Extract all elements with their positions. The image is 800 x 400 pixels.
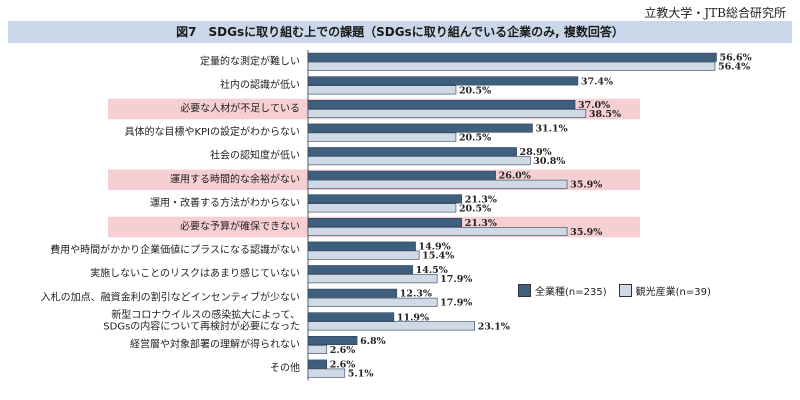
- data-label-series2: 23.1%: [478, 321, 510, 332]
- bar-series2: [307, 321, 476, 331]
- category-label: 社内の認識が低い: [220, 78, 300, 91]
- bar-series1: [307, 312, 395, 322]
- data-label-series2: 2.6%: [330, 345, 356, 356]
- bar-series1: [307, 359, 328, 369]
- legend-label-series2: 観光産業(n=39): [635, 287, 711, 298]
- data-label-series1: 21.3%: [465, 194, 497, 205]
- bar-series1: [307, 241, 416, 251]
- bar-series2: [307, 179, 568, 189]
- data-label-series2: 35.9%: [570, 180, 602, 191]
- bar-series1: [307, 288, 398, 298]
- legend-item-series1: 全業種(n=235): [518, 283, 607, 298]
- bar-series1: [307, 170, 496, 180]
- bar-series1: [307, 100, 576, 110]
- legend: 全業種(n=235) 観光産業(n=39): [518, 283, 711, 298]
- bar-series2: [307, 297, 438, 307]
- source-credit: 立教大学・JTB総合研究所: [644, 6, 786, 20]
- category-label: SDGsの内容について再検討が必要になった: [103, 320, 300, 333]
- data-label-series2: 35.9%: [570, 227, 602, 238]
- bar-series2: [307, 61, 716, 71]
- bar-series2: [307, 203, 457, 213]
- data-label-series2: 38.5%: [589, 109, 621, 120]
- bar-series1: [307, 76, 579, 86]
- bar-series1: [307, 218, 463, 228]
- data-label-series1: 31.1%: [535, 124, 567, 135]
- bar-series2: [307, 344, 328, 354]
- title-bar: 図7 SDGsに取り組む上での課題（SDGsに取り組んでいる企業のみ, 複数回答…: [8, 21, 792, 43]
- data-label-series1: 6.8%: [360, 336, 386, 347]
- bar-series1: [307, 265, 413, 275]
- bar-series1: [307, 52, 717, 62]
- category-label: 新型コロナウイルスの感染拡大によって、: [111, 308, 300, 321]
- bar-series2: [307, 132, 457, 142]
- data-label-series1: 21.3%: [465, 218, 497, 229]
- data-label-series1: 56.6%: [719, 53, 751, 64]
- bar-series2: [307, 368, 346, 378]
- data-label-series2: 20.5%: [459, 85, 491, 96]
- data-label-series2: 17.9%: [440, 274, 472, 285]
- data-label-series2: 56.4%: [718, 62, 750, 73]
- data-label-series2: 5.1%: [348, 369, 374, 380]
- data-label-series1: 12.3%: [400, 289, 432, 300]
- category-label: その他: [270, 361, 300, 374]
- category-label: 必要な人材が不足している: [180, 102, 300, 115]
- bar-series2: [307, 156, 531, 166]
- category-label: 運用する時間的な余裕がない: [170, 172, 300, 185]
- data-label-series1: 26.0%: [499, 171, 531, 182]
- category-label: 運用・改善する方法がわからない: [150, 196, 300, 209]
- data-label-series2: 20.5%: [459, 133, 491, 144]
- category-label: 費用や時間がかかり企業価値にプラスになる認識がない: [50, 243, 300, 256]
- data-label-series2: 15.4%: [422, 251, 454, 262]
- data-label-series2: 20.5%: [459, 203, 491, 214]
- data-label-series2: 30.8%: [533, 156, 565, 167]
- category-label: 必要な予算が確保できない: [180, 220, 300, 233]
- bar-series1: [307, 194, 463, 204]
- data-label-series1: 14.9%: [419, 242, 451, 253]
- category-label: 入札の加点、融資金利の割引などインセンティブが少ない: [41, 290, 300, 303]
- data-label-series1: 37.4%: [581, 76, 613, 87]
- legend-swatch-series2: [618, 284, 632, 297]
- data-label-series1: 28.9%: [520, 147, 552, 158]
- chart-title: 図7 SDGsに取り組む上での課題（SDGsに取り組んでいる企業のみ, 複数回答…: [176, 25, 624, 39]
- legend-item-series2: 観光産業(n=39): [618, 283, 711, 298]
- data-label-series1: 37.0%: [578, 100, 610, 111]
- data-label-series1: 14.5%: [416, 265, 448, 276]
- data-label-series1: 11.9%: [397, 312, 429, 323]
- category-label: 実施しないことのリスクはあまり感じていない: [90, 267, 300, 280]
- bar-series2: [307, 274, 438, 284]
- bar-series2: [307, 250, 420, 260]
- category-label: 経営層や対象部署の理解が得られない: [130, 338, 300, 351]
- legend-label-series1: 全業種(n=235): [535, 287, 607, 298]
- bar-series2: [307, 227, 568, 237]
- data-label-series2: 17.9%: [440, 298, 472, 309]
- bar-series1: [307, 123, 533, 133]
- category-label: 社会の認知度が低い: [210, 149, 300, 162]
- category-label: 具体的な目標やKPIの設定がわからない: [124, 125, 300, 138]
- category-label: 定量的な測定が難しい: [200, 54, 300, 67]
- bar-series2: [307, 109, 587, 119]
- bar-series2: [307, 85, 457, 95]
- legend-swatch-series1: [518, 284, 531, 297]
- data-label-series1: 2.6%: [330, 360, 356, 371]
- bar-series1: [307, 147, 517, 157]
- bar-series1: [307, 335, 358, 345]
